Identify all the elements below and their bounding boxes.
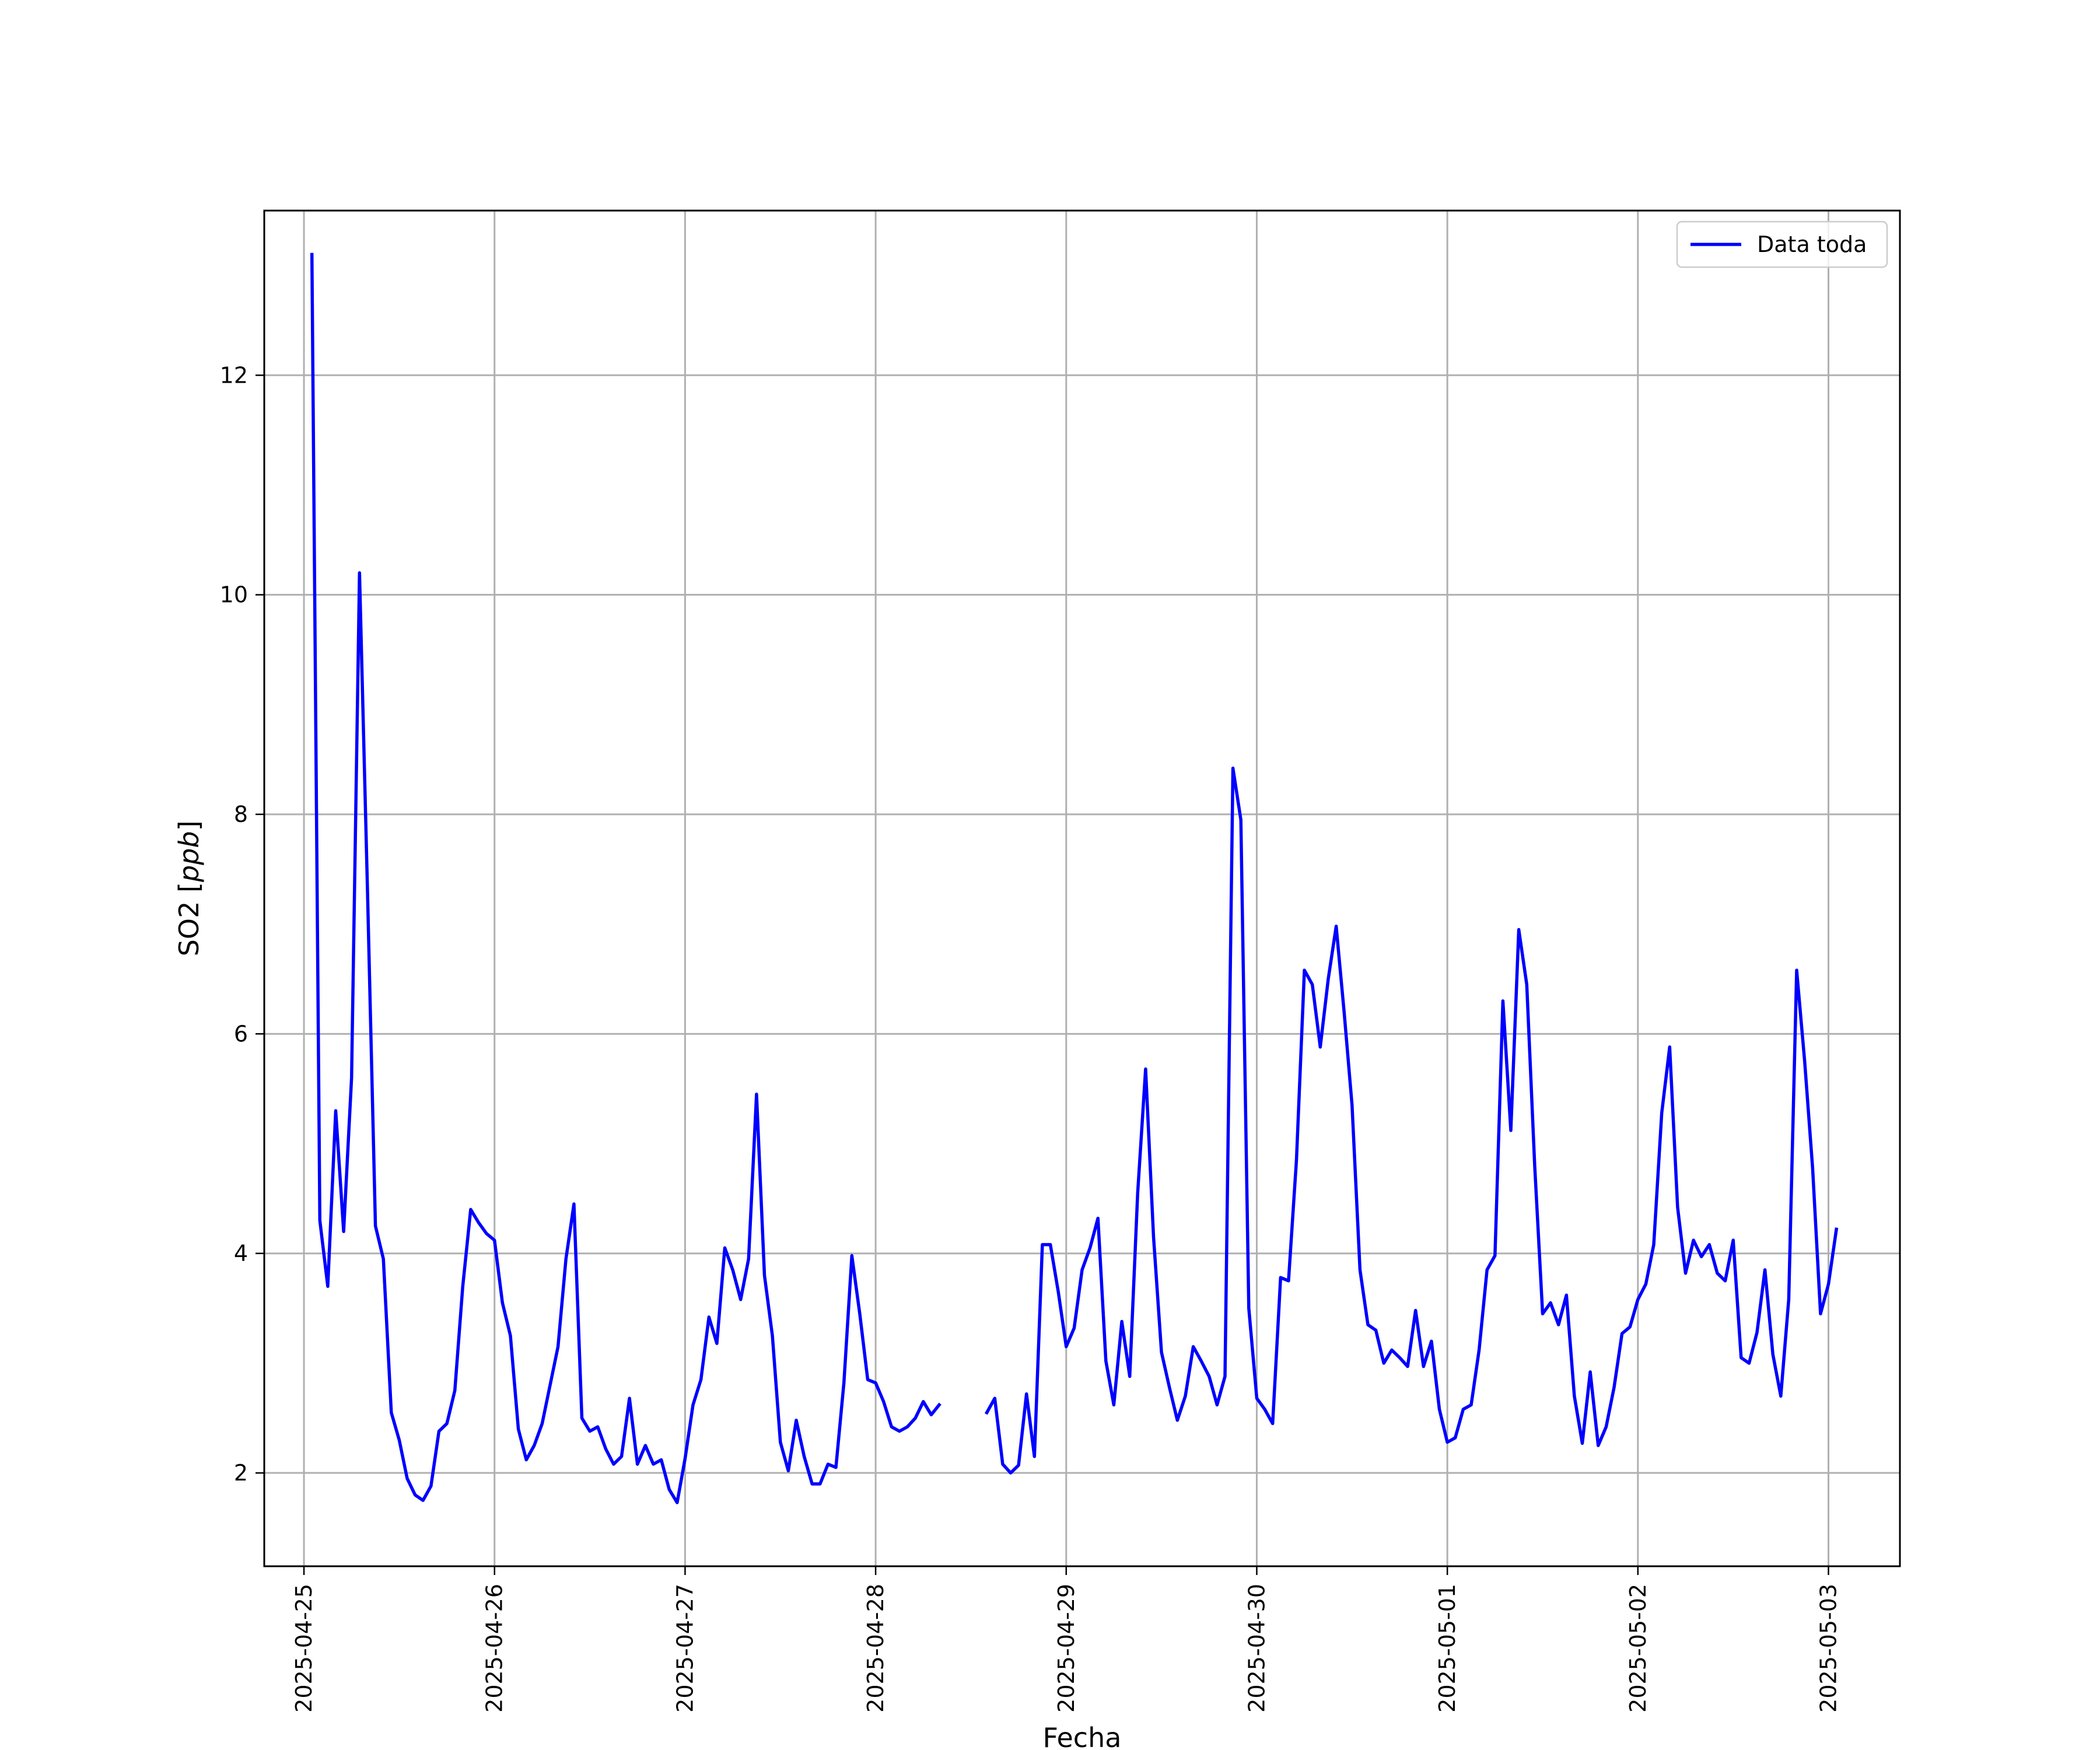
- x-tick-label: 2025-04-25: [291, 1584, 317, 1713]
- x-tick-label: 2025-05-01: [1434, 1584, 1460, 1713]
- legend: Data toda: [1676, 220, 1888, 268]
- y-axis-title-unit: ppb: [173, 831, 205, 883]
- x-tick-label: 2025-04-26: [482, 1584, 508, 1713]
- legend-label-data-toda: Data toda: [1757, 232, 1867, 257]
- y-tick-label: 8: [234, 802, 248, 827]
- x-tick-label: 2025-04-28: [863, 1584, 888, 1713]
- y-tick-label: 10: [220, 582, 248, 608]
- ticks: 2025-04-25 2025-04-26 2025-04-27 2025-04-28…: [220, 362, 1842, 1713]
- x-axis-title: Fecha: [1043, 1722, 1122, 1750]
- series-line-data-toda: [310, 253, 1839, 1504]
- y-axis-title-suffix: ]: [173, 821, 205, 831]
- y-tick-label: 4: [234, 1241, 248, 1266]
- grid: [264, 211, 1900, 1566]
- x-tick-label: 2025-04-29: [1054, 1584, 1079, 1713]
- x-tick-label: 2025-05-03: [1815, 1584, 1841, 1713]
- y-axis-title-prefix: SO2 [: [173, 882, 205, 956]
- x-tick-label: 2025-05-02: [1625, 1584, 1651, 1713]
- series-layer: [310, 253, 1839, 1504]
- y-tick-label: 12: [220, 362, 248, 388]
- plot-frame: [263, 209, 1901, 1567]
- x-tick-label: 2025-04-30: [1244, 1584, 1269, 1713]
- legend-box: [1676, 220, 1888, 268]
- y-tick-label: 2: [234, 1460, 248, 1486]
- x-tick-label: 2025-04-27: [672, 1584, 698, 1713]
- y-axis-title: SO2 [ppb]: [173, 821, 205, 957]
- y-tick-label: 6: [234, 1021, 248, 1046]
